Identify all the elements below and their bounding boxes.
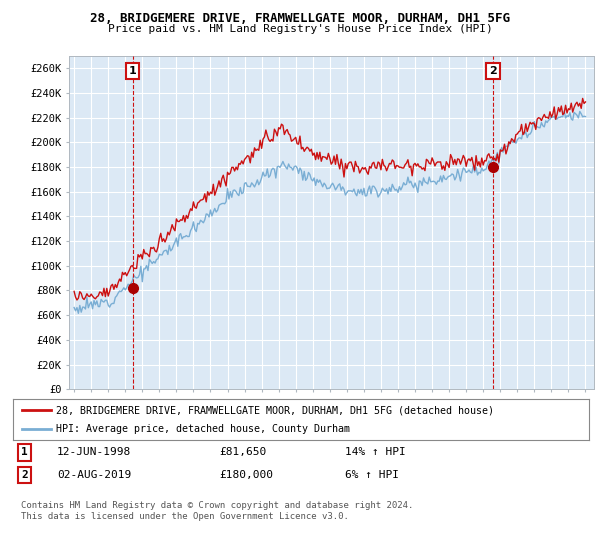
Text: 2: 2 <box>21 470 28 480</box>
Text: HPI: Average price, detached house, County Durham: HPI: Average price, detached house, Coun… <box>56 424 350 433</box>
Text: 6% ↑ HPI: 6% ↑ HPI <box>345 470 399 480</box>
Text: 14% ↑ HPI: 14% ↑ HPI <box>345 447 406 458</box>
Text: 28, BRIDGEMERE DRIVE, FRAMWELLGATE MOOR, DURHAM, DH1 5FG (detached house): 28, BRIDGEMERE DRIVE, FRAMWELLGATE MOOR,… <box>56 405 494 415</box>
Text: Contains HM Land Registry data © Crown copyright and database right 2024.
This d: Contains HM Land Registry data © Crown c… <box>21 501 413 521</box>
Text: 02-AUG-2019: 02-AUG-2019 <box>57 470 131 480</box>
Text: 28, BRIDGEMERE DRIVE, FRAMWELLGATE MOOR, DURHAM, DH1 5FG: 28, BRIDGEMERE DRIVE, FRAMWELLGATE MOOR,… <box>90 12 510 25</box>
Text: Price paid vs. HM Land Registry's House Price Index (HPI): Price paid vs. HM Land Registry's House … <box>107 24 493 34</box>
Text: 1: 1 <box>129 66 137 76</box>
Text: £180,000: £180,000 <box>219 470 273 480</box>
Text: 1: 1 <box>21 447 28 458</box>
Text: £81,650: £81,650 <box>219 447 266 458</box>
Text: 12-JUN-1998: 12-JUN-1998 <box>57 447 131 458</box>
Text: 2: 2 <box>489 66 497 76</box>
